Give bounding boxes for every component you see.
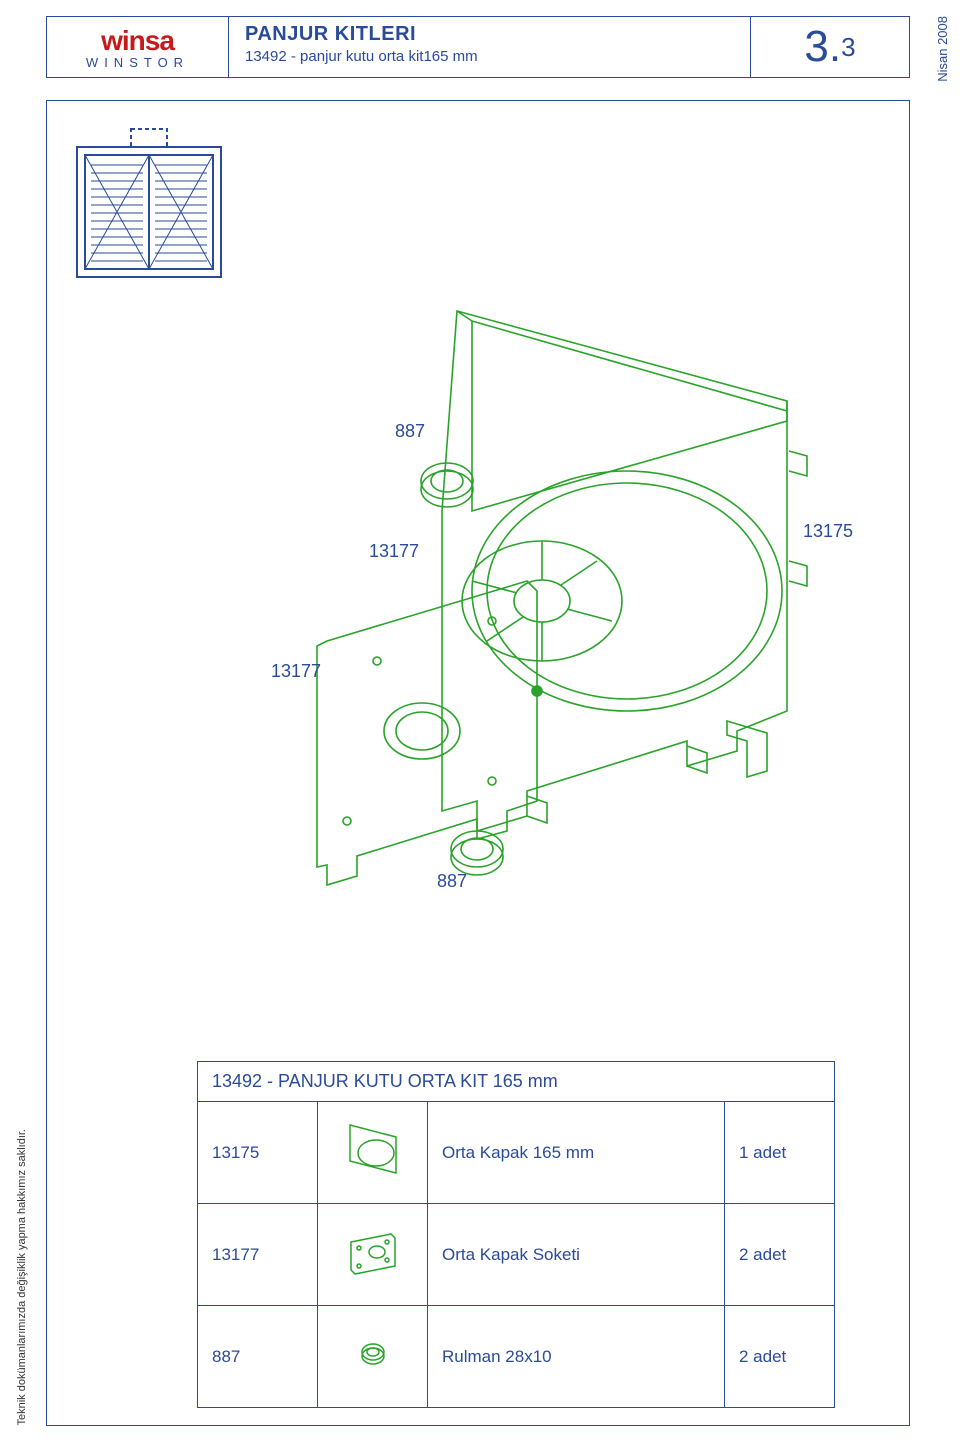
part-name: Orta Kapak 165 mm [428,1102,725,1204]
issue-date: Nisan 2008 [935,16,950,82]
page-number-cell: 3. 3 [750,16,910,78]
logo-brand: winsa [101,25,174,57]
part-code: 887 [198,1306,318,1408]
window-thumbnail-icon [69,125,229,285]
part-name: Orta Kapak Soketi [428,1204,725,1306]
part-name: Rulman 28x10 [428,1306,725,1408]
part-qty: 1 adet [725,1102,835,1204]
part-thumb [318,1102,428,1204]
callout-887-bottom: 887 [437,871,467,892]
title-cell: PANJUR KITLERI 13492 - panjur kutu orta … [228,16,750,78]
table-row: 887 Rulman 28x10 2 adet [198,1306,835,1408]
part-13177-icon [343,1228,403,1276]
callout-13177-b: 13177 [271,661,321,682]
parts-table: 13492 - PANJUR KUTU ORTA KIT 165 mm 1317… [197,1061,835,1408]
logo-subbrand: WINSTOR [86,55,189,70]
logo-cell: winsa WINSTOR [46,16,228,78]
header: winsa WINSTOR PANJUR KITLERI 13492 - pan… [46,16,910,78]
part-code: 13177 [198,1204,318,1306]
legal-notice: Teknik dokümanlarımızda değişiklik yapma… [16,1129,28,1426]
page-major: 3. [804,22,841,72]
part-qty: 2 adet [725,1306,835,1408]
part-887-icon [358,1341,388,1367]
part-13175-icon [338,1115,408,1185]
table-row: 13175 Orta Kapak 165 mm 1 adet [198,1102,835,1204]
parts-table-title: 13492 - PANJUR KUTU ORTA KIT 165 mm [198,1062,835,1102]
part-code: 13175 [198,1102,318,1204]
table-row: 13177 Orta Kapak Soketi 2 adet [198,1204,835,1306]
doc-subtitle: 13492 - panjur kutu orta kit165 mm [245,48,734,65]
exploded-diagram [227,261,847,901]
page-minor: 3 [841,32,855,63]
drawing-frame: 887 13177 13175 13177 887 13492 - PANJUR… [46,100,910,1426]
callout-887-top: 887 [395,421,425,442]
doc-title: PANJUR KITLERI [245,23,734,46]
callout-13177-a: 13177 [369,541,419,562]
part-qty: 2 adet [725,1204,835,1306]
callout-13175: 13175 [803,521,853,542]
part-thumb [318,1306,428,1408]
part-thumb [318,1204,428,1306]
